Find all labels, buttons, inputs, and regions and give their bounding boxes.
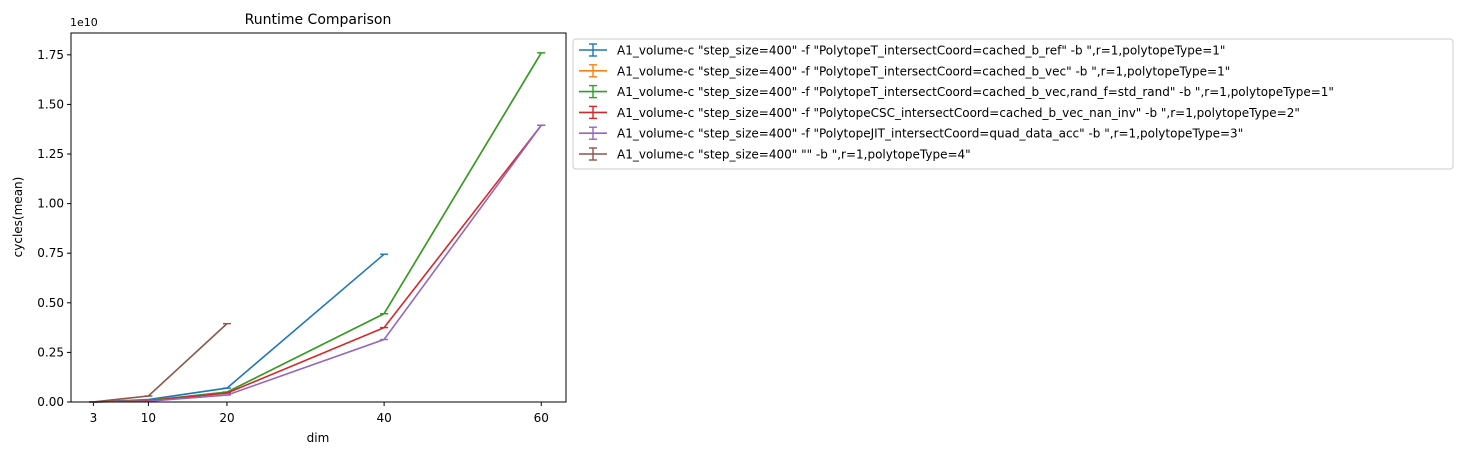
x-tick-label: 20	[219, 411, 234, 425]
y-tick-label: 1.50	[37, 97, 64, 111]
x-tick-label: 3	[90, 411, 98, 425]
x-tick-label: 60	[534, 411, 549, 425]
legend-frame	[572, 38, 1454, 170]
legend: A1_volume-c "step_size=400" -f "Polytope…	[572, 38, 1454, 170]
y-tick-label: 1.75	[37, 48, 64, 62]
series-3	[89, 52, 546, 403]
legend-label: A1_volume-c "step_size=400" "" -b ",r=1,…	[617, 148, 971, 162]
y-tick-label: 0.25	[37, 345, 64, 359]
legend-item: A1_volume-c "step_size=400" -f "Polytope…	[579, 105, 1300, 120]
x-tick-label: 10	[141, 411, 156, 425]
legend-label: A1_volume-c "step_size=400" -f "Polytope…	[617, 106, 1300, 120]
series-1	[89, 253, 389, 403]
series-layer	[89, 52, 546, 403]
y-axis-label: cycles(mean)	[11, 177, 25, 258]
y-tick-label: 1.00	[37, 197, 64, 211]
series-line	[93, 52, 542, 403]
legend-item: A1_volume-c "step_size=400" "" -b ",r=1,…	[579, 147, 971, 162]
series-line	[93, 253, 385, 403]
series-4	[89, 124, 546, 403]
y-tick-label: 0.00	[37, 395, 64, 409]
legend-item: A1_volume-c "step_size=400" -f "Polytope…	[579, 84, 1334, 99]
legend-label: A1_volume-c "step_size=400" -f "Polytope…	[617, 85, 1334, 99]
y-tick-label: 1.25	[37, 147, 64, 161]
x-tick-label: 40	[376, 411, 391, 425]
series-line	[93, 52, 542, 403]
legend-item: A1_volume-c "step_size=400" -f "Polytope…	[579, 64, 1230, 78]
series-2	[89, 52, 546, 403]
legend-label: A1_volume-c "step_size=400" -f "Polytope…	[617, 64, 1230, 78]
series-line	[93, 124, 542, 403]
legend-item: A1_volume-c "step_size=400" -f "Polytope…	[579, 126, 1243, 141]
y-tick-label: 0.50	[37, 296, 64, 310]
y-tick-label: 0.75	[37, 246, 64, 260]
legend-label: A1_volume-c "step_size=400" -f "Polytope…	[617, 44, 1225, 58]
series-5	[89, 124, 546, 403]
legend-item: A1_volume-c "step_size=400" -f "Polytope…	[579, 43, 1225, 58]
y-offset-label: 1e10	[70, 16, 98, 29]
series-line	[93, 323, 228, 403]
chart-title: Runtime Comparison	[245, 12, 392, 28]
tick-layer: 3 10 20 40 60 0.00 0.25 0.50 0.75 1.00 1.25 1.50 1.7…	[37, 48, 549, 425]
legend-label: A1_volume-c "step_size=400" -f "Polytope…	[617, 127, 1243, 141]
plot-frame	[70, 32, 567, 403]
series-line	[93, 124, 542, 403]
x-axis-label: dim	[307, 431, 330, 445]
